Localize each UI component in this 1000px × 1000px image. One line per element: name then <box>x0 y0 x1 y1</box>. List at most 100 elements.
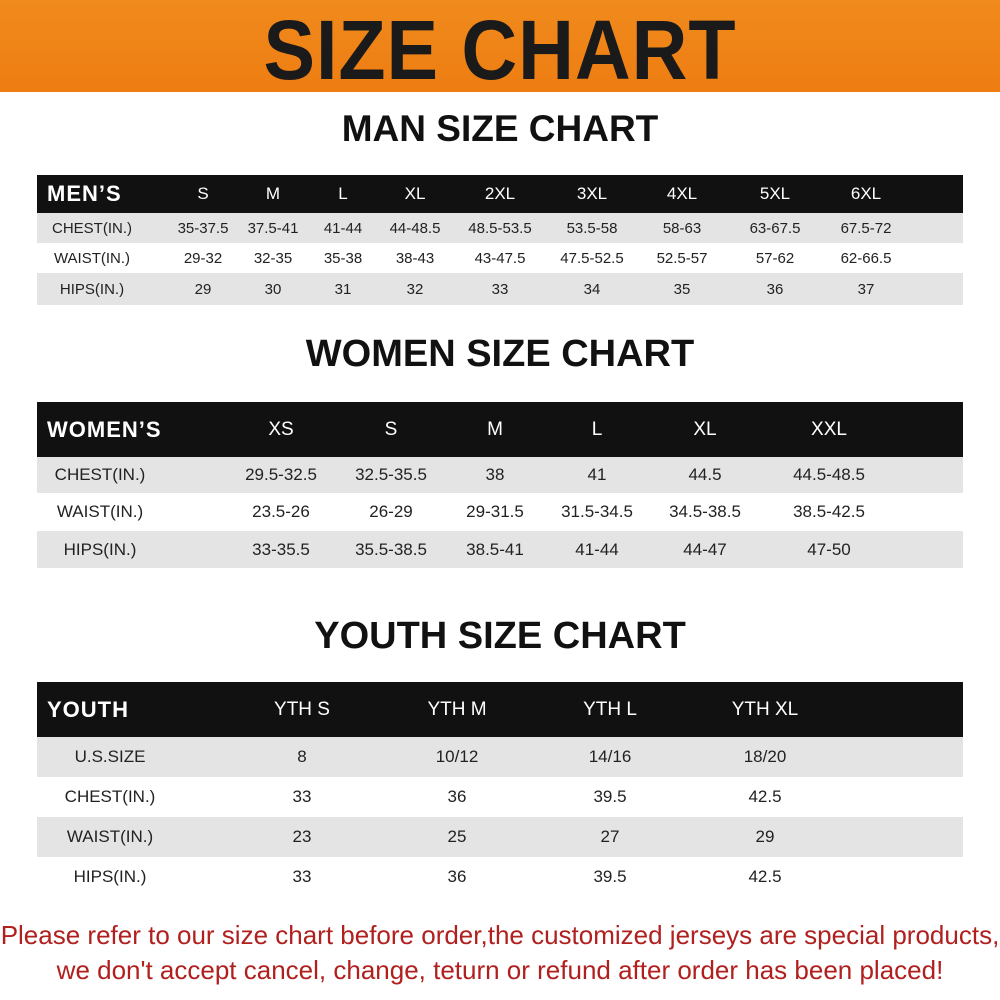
measure-label: CHEST(IN.) <box>64 787 156 806</box>
size-header: S <box>197 184 209 203</box>
measure-label: CHEST(IN.) <box>54 465 146 484</box>
table-cell: 67.5-72 <box>840 219 892 237</box>
measure-label: CHEST(IN.) <box>52 219 132 237</box>
table-cell: 35-38 <box>323 249 363 267</box>
table-cell: 38.5-42.5 <box>793 502 865 521</box>
table-row: WAIST(IN.) 29-32 32-35 35-38 38-43 43-47.5 47.… <box>37 243 963 273</box>
size-header: L <box>591 418 603 440</box>
table-cell: 31.5-34.5 <box>561 502 633 521</box>
table-cell: 52.5-57 <box>656 249 708 267</box>
size-header: YTH M <box>427 698 487 720</box>
table-cell: 38 <box>485 465 505 484</box>
table-cell: 41-44 <box>323 219 363 237</box>
size-header: 4XL <box>666 184 698 203</box>
header-row: WOMEN’S XS S M L XL XXL <box>37 402 963 457</box>
table-cell: 43-47.5 <box>474 249 526 267</box>
measure-label: WAIST(IN.) <box>53 249 131 267</box>
youth-section-title: YOUTH SIZE CHART <box>314 615 686 657</box>
men-section-title: MAN SIZE CHART <box>341 108 659 149</box>
table-cell: 32-35 <box>253 249 293 267</box>
size-header: 3XL <box>576 184 608 203</box>
size-header: M <box>487 418 503 440</box>
size-header: XL <box>693 418 717 440</box>
women-section-title: WOMEN SIZE CHART <box>305 333 695 375</box>
table-cell: 35-37.5 <box>177 219 229 237</box>
table-cell: 44-48.5 <box>389 219 441 237</box>
table-cell: 26-29 <box>369 502 413 521</box>
notice-line-2: we don't accept cancel, change, teturn o… <box>56 955 944 985</box>
table-cell: 41 <box>587 465 607 484</box>
table-cell: 39.5 <box>593 787 627 806</box>
size-header: YTH S <box>274 698 330 720</box>
table-cell: 36 <box>447 867 467 886</box>
table-cell: 23.5-26 <box>252 502 310 521</box>
table-cell: 48.5-53.5 <box>468 219 532 237</box>
table-cell: 42.5 <box>748 787 782 806</box>
size-header: YTH XL <box>731 698 799 720</box>
table-cell: 58-63 <box>662 219 702 237</box>
table-cell: 63-67.5 <box>749 219 801 237</box>
table-cell: 27 <box>600 827 620 846</box>
table-cell: 39.5 <box>593 867 627 886</box>
table-cell: 53.5-58 <box>566 219 618 237</box>
table-cell: 33-35.5 <box>252 539 310 559</box>
table-cell: 35 <box>673 280 691 298</box>
table-cell: 8 <box>297 747 307 766</box>
banner-title: SIZE CHART <box>263 3 737 97</box>
table-cell: 29-32 <box>183 249 223 267</box>
table-row: HIPS(IN.) 33-35.5 35.5-38.5 38.5-41 41-44 44-… <box>37 531 963 568</box>
table-cell: 44.5 <box>688 465 722 484</box>
size-header: 6XL <box>850 184 882 203</box>
size-header: 2XL <box>484 184 516 203</box>
table-cell: 44-47 <box>683 539 727 559</box>
table-cell: 44.5-48.5 <box>793 465 865 484</box>
table-cell: 57-62 <box>755 249 795 267</box>
table-title-cell: YOUTH <box>47 696 129 722</box>
measure-label: HIPS(IN.) <box>59 280 125 298</box>
size-header: 5XL <box>759 184 791 203</box>
table-row: U.S.SIZE 8 10/12 14/16 18/20 <box>37 737 963 777</box>
table-title-cell: MEN’S <box>47 181 122 206</box>
measure-label: HIPS(IN.) <box>63 539 137 559</box>
table-cell: 37 <box>857 280 875 298</box>
table-cell: 29 <box>755 827 775 846</box>
table-cell: 34.5-38.5 <box>669 502 741 521</box>
size-header: XL <box>404 184 426 203</box>
table-row: WAIST(IN.) 23.5-26 26-29 29-31.5 31.5-34.5 34… <box>37 493 963 531</box>
table-cell: 38.5-41 <box>466 539 524 559</box>
table-cell: 41-44 <box>575 539 619 559</box>
table-cell: 32 <box>406 280 424 298</box>
size-header: XXL <box>811 418 847 440</box>
size-header: M <box>265 184 281 203</box>
table-row: CHEST(IN.) 29.5-32.5 32.5-35.5 38 41 44.5 44.5… <box>37 457 963 493</box>
table-row: CHEST(IN.) 33 36 39.5 42.5 <box>37 777 963 817</box>
measure-label: HIPS(IN.) <box>73 867 147 886</box>
size-header: L <box>338 184 348 203</box>
table-row: HIPS(IN.) 29 30 31 32 33 34 35 36 37 <box>37 273 963 305</box>
table-cell: 47-50 <box>807 539 851 559</box>
table-cell: 30 <box>264 280 282 298</box>
measure-label: WAIST(IN.) <box>56 502 144 521</box>
size-header: YTH L <box>583 698 637 720</box>
size-header: S <box>384 418 398 440</box>
table-cell: 33 <box>292 787 312 806</box>
measure-label: WAIST(IN.) <box>66 827 154 846</box>
table-cell: 33 <box>491 280 509 298</box>
table-cell: 38-43 <box>395 249 435 267</box>
table-cell: 36 <box>447 787 467 806</box>
table-row: WAIST(IN.) 23 25 27 29 <box>37 817 963 857</box>
table-cell: 25 <box>447 827 467 846</box>
table-cell: 10/12 <box>435 747 479 766</box>
table-cell: 47.5-52.5 <box>560 249 624 267</box>
table-cell: 29-31.5 <box>466 502 524 521</box>
table-cell: 35.5-38.5 <box>355 539 427 559</box>
table-cell: 23 <box>292 827 312 846</box>
table-cell: 18/20 <box>743 747 787 766</box>
size-header: XS <box>268 418 294 440</box>
banner: SIZE CHART <box>0 0 1000 97</box>
table-cell: 34 <box>583 280 601 298</box>
table-cell: 33 <box>292 867 312 886</box>
table-cell: 31 <box>334 280 352 298</box>
table-cell: 36 <box>766 280 784 298</box>
table-cell: 42.5 <box>748 867 782 886</box>
